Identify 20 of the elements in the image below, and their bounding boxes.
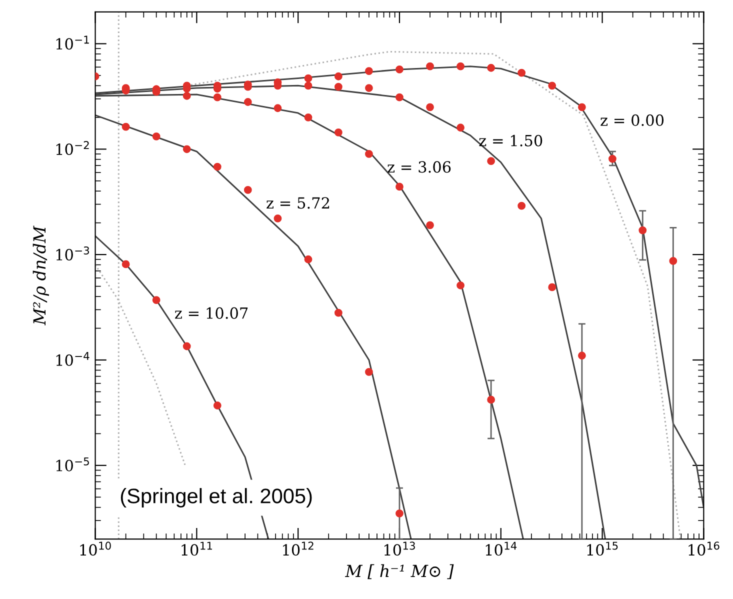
- y-tick-label: 10$^{−2}$: [56, 141, 89, 156]
- y-tick-label: 10$^{−3}$: [56, 246, 90, 260]
- series-label: z = 10.07: [175, 307, 248, 319]
- x-tick-label: 10$^{13}$: [384, 542, 415, 556]
- series-label: z = 1.50: [479, 134, 542, 146]
- x-tick-label: 10$^{14}$: [486, 542, 517, 556]
- x-tick-label: 10$^{11}$: [182, 542, 212, 556]
- y-axis-title: M²/ρ dn/dM: [32, 226, 49, 326]
- x-tick-label: 10$^{10}$: [80, 542, 111, 556]
- x-axis-title: M [ h⁻¹ M⊙ ]: [344, 564, 454, 580]
- y-tick-label: 10$^{−1}$: [56, 36, 89, 50]
- x-tick-label: 10$^{15}$: [587, 542, 618, 556]
- series-label: z = 5.72: [266, 197, 330, 209]
- series-label: z = 0.00: [600, 114, 664, 126]
- y-tick-label: 10$^{−4}$: [56, 352, 90, 366]
- y-tick-label: 10$^{−5}$: [56, 457, 89, 472]
- x-tick-label: 10$^{12}$: [283, 542, 314, 556]
- x-tick-label: 10$^{16}$: [688, 542, 720, 556]
- series-label: z = 3.06: [388, 161, 451, 173]
- annotation: (Springel et al. 2005): [120, 488, 312, 508]
